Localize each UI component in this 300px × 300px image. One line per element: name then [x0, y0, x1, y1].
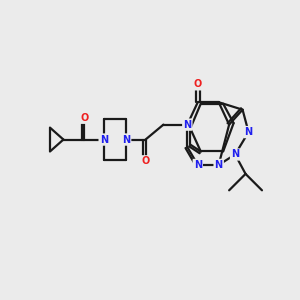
Text: N: N — [194, 160, 202, 170]
Text: N: N — [231, 149, 239, 160]
Text: O: O — [141, 156, 150, 166]
Text: N: N — [183, 120, 191, 130]
Text: N: N — [122, 134, 130, 145]
Text: N: N — [214, 160, 223, 170]
Text: O: O — [194, 79, 202, 89]
Text: N: N — [244, 127, 253, 137]
Text: O: O — [80, 113, 88, 123]
Text: N: N — [100, 134, 108, 145]
